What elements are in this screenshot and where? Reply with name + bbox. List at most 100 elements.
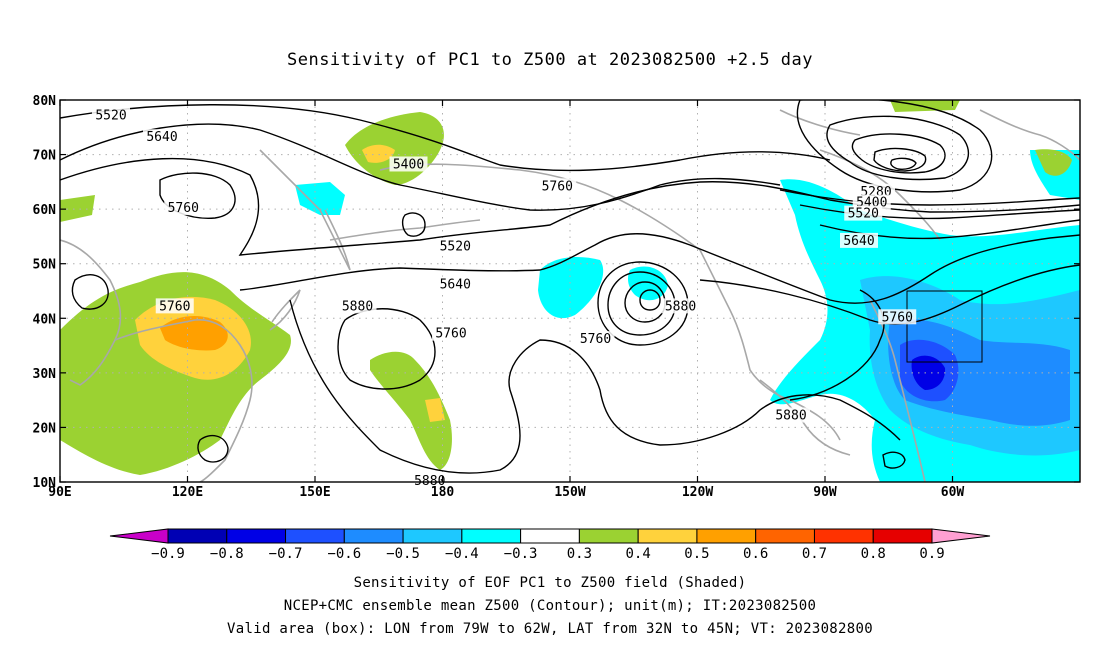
contour-label: 5400 xyxy=(389,156,428,172)
coastline-asia xyxy=(60,239,122,386)
shading-cyan-low xyxy=(627,266,668,301)
caption-line-3: Valid area (box): LON from 79W to 62W, L… xyxy=(227,621,873,637)
colorbar-swatch xyxy=(755,528,815,544)
colorbar-label: 0.4 xyxy=(626,546,651,562)
shading-yellow-kamchatka xyxy=(362,144,395,163)
contour-label-text: 5880 xyxy=(665,299,696,314)
colorbar-swatch xyxy=(872,528,933,544)
lon-label: 150W xyxy=(554,485,585,500)
colorbar-label: 0.9 xyxy=(919,546,944,562)
contour-5880-east xyxy=(789,289,885,401)
caption-line-1: Sensitivity of EOF PC1 to Z500 field (Sh… xyxy=(353,575,747,591)
contour-label-text: 5760 xyxy=(580,332,611,347)
contour-label-text: 5640 xyxy=(440,278,471,293)
lat-label: 60N xyxy=(33,203,57,218)
contour-5760-low xyxy=(597,261,689,346)
colorbar-label: 0.7 xyxy=(802,546,827,562)
colorbar-swatch xyxy=(520,528,580,544)
colorbar-swatch xyxy=(696,528,757,544)
contour-label-bg xyxy=(436,238,475,254)
lat-label: 80N xyxy=(33,94,57,109)
lat-lon-grid xyxy=(60,100,1080,482)
colorbar-swatch xyxy=(813,528,874,544)
contour-label-bg xyxy=(436,276,475,292)
colorbar-swatch xyxy=(578,528,639,544)
colorbar-label: 0.5 xyxy=(684,546,709,562)
contour-polar-5 xyxy=(890,157,917,170)
contour-5760-north xyxy=(60,157,1080,256)
contour-5880-south xyxy=(289,299,901,474)
contour-label-bg xyxy=(844,205,883,221)
contour-label-text: 5520 xyxy=(95,108,126,123)
contour-label-bg xyxy=(576,331,615,347)
contour-eastern-c xyxy=(819,219,1080,240)
lon-label: 150E xyxy=(299,485,330,500)
colorbar-triangle-low xyxy=(109,528,169,544)
contour-label: 5520 xyxy=(844,205,883,222)
contour-5400-low xyxy=(639,289,661,311)
contour-label-text: 5760 xyxy=(168,201,199,216)
contour-label-text: 5760 xyxy=(882,310,913,325)
lat-label: 70N xyxy=(33,149,57,164)
shading-green-sea xyxy=(60,195,95,222)
contour-label-text: 5760 xyxy=(159,299,190,314)
colorbar-swatch xyxy=(461,528,522,544)
contour-label-text: 5880 xyxy=(775,409,806,424)
coastline-china xyxy=(114,319,253,482)
contour-label-bg xyxy=(538,178,577,194)
contour-polar-1 xyxy=(796,100,993,193)
colorbar-swatch xyxy=(226,528,287,544)
contour-label-bg xyxy=(661,298,700,314)
contour-label-text: 5520 xyxy=(848,207,879,222)
coastline-greenland xyxy=(979,109,1080,161)
contour-label-text: 5640 xyxy=(146,130,177,145)
colorbar-label: −0.4 xyxy=(445,546,479,562)
contour-label-bg xyxy=(338,298,377,314)
lat-label: 30N xyxy=(33,367,57,382)
contour-label: 5880 xyxy=(661,298,700,314)
lon-label: 180 xyxy=(431,485,455,500)
contour-eastern-a xyxy=(779,189,1080,206)
contour-5880-ring-b xyxy=(71,274,109,310)
coastline-mexico xyxy=(759,379,851,456)
coastline-bering xyxy=(329,219,481,241)
shading-green-greenland xyxy=(1035,149,1072,176)
contour-polar-3 xyxy=(851,133,946,174)
coastline-japan xyxy=(269,289,301,331)
lon-label: 120W xyxy=(682,485,713,500)
shading-green-pacific xyxy=(370,351,452,470)
shading-cyan-gulf xyxy=(538,257,604,319)
contour-label: 5760 xyxy=(538,178,577,194)
contour-5520-north xyxy=(60,104,831,172)
colorbar-swatch xyxy=(637,528,698,544)
colorbar-label: −0.9 xyxy=(151,546,185,562)
contour-label-bg xyxy=(878,309,917,325)
contour-label: 5640 xyxy=(436,276,475,293)
contour-5880-mid xyxy=(239,233,1080,304)
colorbar-label: 0.6 xyxy=(743,546,768,562)
contour-5880-ring-c xyxy=(197,434,229,463)
contour-label-text: 5640 xyxy=(843,234,874,249)
contour-5640-north xyxy=(60,123,781,211)
lat-label: 20N xyxy=(33,421,57,436)
contour-label-bg xyxy=(389,156,428,172)
contour-label: 5520 xyxy=(92,107,130,123)
contour-label: 5880 xyxy=(338,298,377,314)
coastline-hudson xyxy=(819,149,941,241)
coastline-kamchatka xyxy=(259,149,351,271)
contour-5520-low xyxy=(624,281,666,323)
contour-label-bg xyxy=(164,200,203,216)
caption-line-2: NCEP+CMC ensemble mean Z500 (Contour); u… xyxy=(283,598,817,614)
shading-navy-core xyxy=(911,355,946,390)
shading-cyan-aleutian xyxy=(295,182,345,215)
contour-label-bg xyxy=(143,129,181,145)
colorbar: −0.9 −0.8 −0.7 −0.6 −0.5 −0.4 −0.3 0.3 0.4 0.5 0.6… xyxy=(109,528,991,562)
lat-label: 40N xyxy=(33,312,57,327)
colorbar-swatch xyxy=(167,528,228,544)
colorbar-label: 0.3 xyxy=(567,546,592,562)
contour-label: 5760 xyxy=(576,331,615,347)
contour-label-bg xyxy=(410,473,449,488)
colorbar-label: −0.3 xyxy=(504,546,538,562)
colorbar-swatch xyxy=(402,528,463,544)
